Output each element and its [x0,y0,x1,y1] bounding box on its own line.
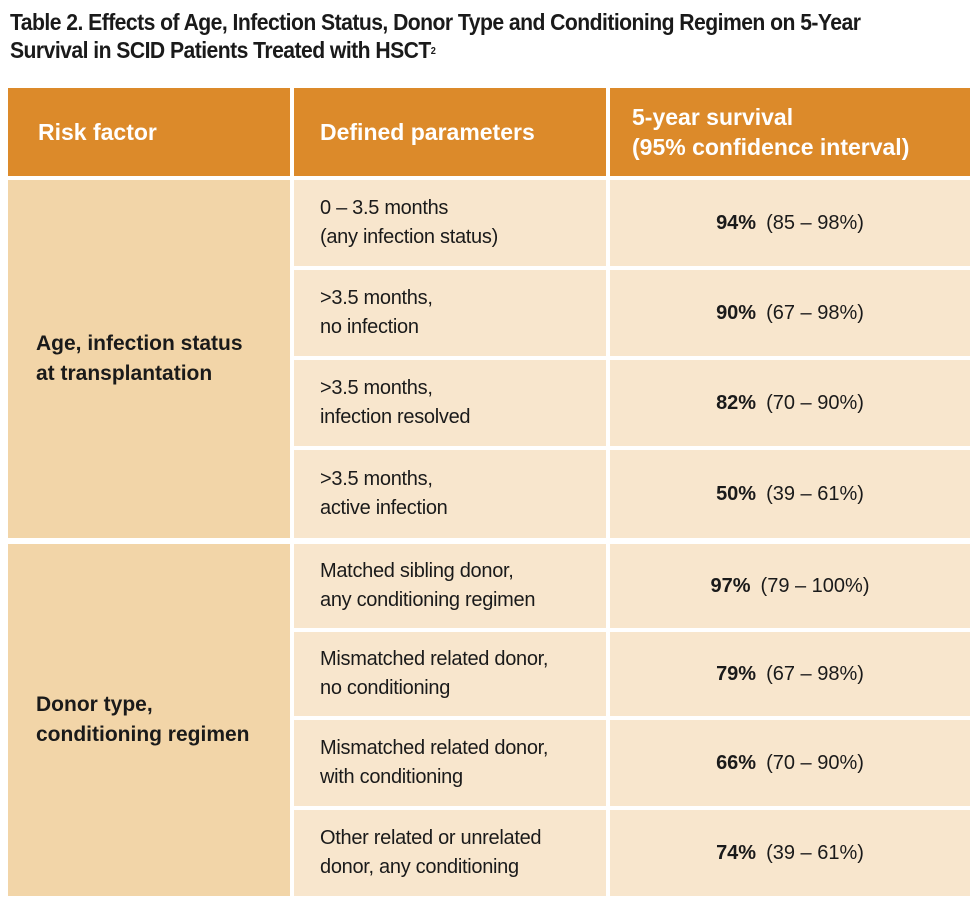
survival-cell: 82% (70 – 90%) [610,360,970,446]
confidence-interval: (67 – 98%) [766,662,864,685]
citation-superscript: 2 [430,46,436,57]
header-survival-line-1: 5-year survival [632,104,794,130]
param-line-1: Mismatched related donor, [320,737,549,759]
param-line-1: 0 – 3.5 months [320,197,449,219]
risk-factor-line-1: Donor type, [36,693,153,716]
survival-cell: 74% (39 – 61%) [610,810,970,896]
param-line-2: no conditioning [320,677,451,699]
param-cell: 0 – 3.5 months (any infection status) [294,180,606,266]
table-title-line-2-text: Survival in SCID Patients Treated with H… [10,37,431,63]
risk-factor-cell-donor: Donor type, conditioning regimen [8,544,290,896]
param-line-2: no infection [320,316,419,338]
param-line-2: with conditioning [320,766,463,788]
survival-cell: 79% (67 – 98%) [610,632,970,716]
param-cell: >3.5 months, infection resolved [294,360,606,446]
survival-percent: 97% [710,574,751,597]
header-survival-line-2: (95% confidence interval) [632,134,910,160]
param-cell: Other related or unrelated donor, any con… [294,810,606,896]
survival-cell: 97% (79 – 100%) [610,544,970,628]
risk-factor-cell-age: Age, infection status at transplantation [8,180,290,538]
header-survival: 5-year survival (95% confidence interval… [610,88,970,176]
survival-percent: 66% [716,751,757,774]
param-line-1: >3.5 months, [320,377,433,399]
survival-table: Risk factor Defined parameters 5-year su… [8,88,970,896]
survival-percent: 79% [716,662,757,685]
header-risk-factor-label: Risk factor [38,119,157,145]
risk-factor-line-2: at transplantation [36,362,213,385]
param-line-1: >3.5 months, [320,287,433,309]
param-line-1: >3.5 months, [320,468,433,490]
risk-factor-line-1: Age, infection status [36,332,243,355]
param-line-2: active infection [320,497,448,519]
param-line-2: infection resolved [320,406,471,428]
risk-factor-line-2: conditioning regimen [36,723,250,746]
confidence-interval: (79 – 100%) [760,574,870,597]
header-defined-parameters: Defined parameters [294,88,606,176]
param-line-1: Mismatched related donor, [320,648,549,670]
param-cell: Mismatched related donor, with conditioni… [294,720,606,806]
survival-cell: 66% (70 – 90%) [610,720,970,806]
survival-cell: 50% (39 – 61%) [610,450,970,538]
param-cell: Mismatched related donor, no conditioning [294,632,606,716]
header-risk-factor: Risk factor [8,88,290,176]
survival-percent: 82% [716,391,757,414]
param-cell: >3.5 months, no infection [294,270,606,356]
table-title-line-2: Survival in SCID Patients Treated with H… [10,36,875,64]
param-cell: >3.5 months, active infection [294,450,606,538]
table-title-line-1: Table 2. Effects of Age, Infection Statu… [10,9,861,35]
confidence-interval: (39 – 61%) [766,482,864,505]
confidence-interval: (67 – 98%) [766,301,864,324]
confidence-interval: (39 – 61%) [766,841,864,864]
survival-cell: 90% (67 – 98%) [610,270,970,356]
survival-percent: 90% [716,301,757,324]
param-line-1: Matched sibling donor, [320,560,514,582]
param-line-1: Other related or unrelated [320,827,542,849]
survival-percent: 50% [716,482,757,505]
confidence-interval: (85 – 98%) [766,211,864,234]
survival-percent: 94% [716,211,757,234]
param-line-2: any conditioning regimen [320,589,536,611]
table-title: Table 2. Effects of Age, Infection Statu… [10,8,875,64]
confidence-interval: (70 – 90%) [766,751,864,774]
confidence-interval: (70 – 90%) [766,391,864,414]
survival-cell: 94% (85 – 98%) [610,180,970,266]
header-defined-parameters-label: Defined parameters [320,119,535,145]
param-cell: Matched sibling donor, any conditioning r… [294,544,606,628]
param-line-2: (any infection status) [320,226,498,248]
param-line-2: donor, any conditioning [320,856,519,878]
survival-percent: 74% [716,841,757,864]
